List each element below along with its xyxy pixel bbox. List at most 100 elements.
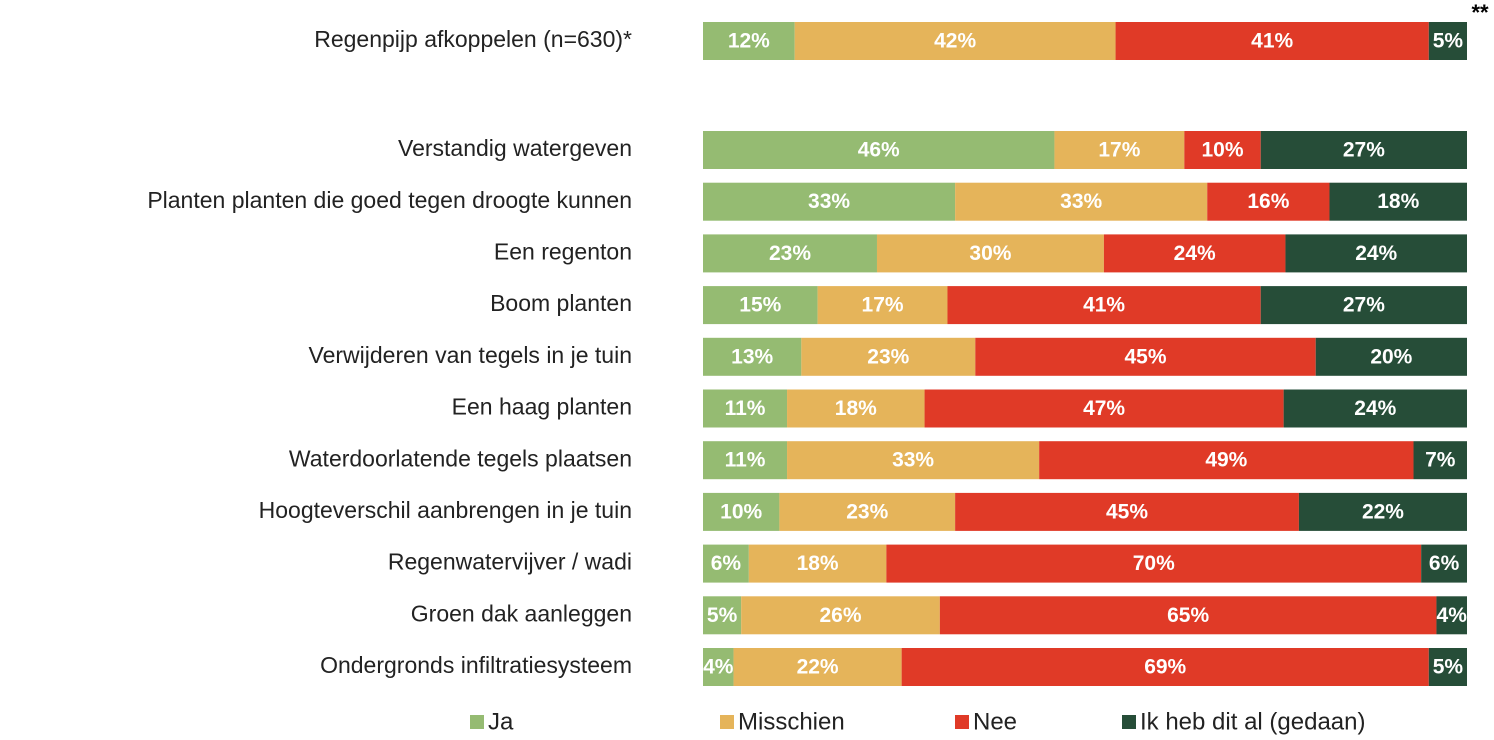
- data-label: 12%: [728, 30, 770, 53]
- data-label: 45%: [1106, 500, 1148, 523]
- bar-segment: [1039, 441, 1414, 480]
- bar-segment: [1436, 596, 1467, 635]
- category-label: Verwijderen van tegels in je tuin: [309, 342, 632, 368]
- data-label: 17%: [1098, 139, 1140, 162]
- bar-segment: [1283, 389, 1467, 428]
- bar-segment: [1428, 648, 1467, 686]
- bar-segment: [703, 182, 956, 221]
- category-label: Boom planten: [490, 290, 632, 316]
- category-label: Een haag planten: [452, 394, 632, 420]
- bar-segment: [1413, 441, 1467, 480]
- data-label: 42%: [934, 30, 976, 53]
- data-label: 7%: [1425, 449, 1456, 472]
- bar-segment: [1298, 492, 1467, 531]
- bar-segment: [1421, 544, 1467, 583]
- bar-segment: [939, 596, 1437, 635]
- data-label: 45%: [1124, 345, 1166, 368]
- bar-segment: [703, 492, 780, 531]
- bar-segment: [703, 389, 788, 428]
- data-label: 24%: [1355, 242, 1397, 265]
- legend-label: Misschien: [738, 708, 845, 735]
- legend-swatch: [1122, 715, 1136, 729]
- bar-segment: [703, 234, 877, 273]
- bar-segment: [787, 441, 1040, 480]
- bar-segment: [748, 544, 887, 583]
- data-label: 4%: [1437, 604, 1468, 627]
- bar-segment: [1329, 182, 1467, 221]
- data-label: 30%: [969, 242, 1011, 265]
- data-label: 22%: [797, 656, 839, 679]
- category-label: Groen dak aanleggen: [411, 600, 632, 626]
- data-label: 41%: [1083, 294, 1125, 317]
- bar-segment: [703, 441, 788, 480]
- data-label: 22%: [1362, 500, 1404, 523]
- data-label: 18%: [835, 397, 877, 420]
- bar-segment: [794, 22, 1116, 60]
- data-label: 23%: [867, 345, 909, 368]
- bar-segment: [1103, 234, 1286, 273]
- data-label: 33%: [1060, 190, 1102, 213]
- legend-swatch: [470, 715, 484, 729]
- data-label: 10%: [1202, 139, 1244, 162]
- data-label: 26%: [820, 604, 862, 627]
- data-label: 24%: [1354, 397, 1396, 420]
- category-label: Hoogteverschil aanbrengen in je tuin: [259, 497, 632, 523]
- bar-segment: [1054, 131, 1185, 169]
- bar-segment: [901, 648, 1429, 686]
- bar-segment: [955, 492, 1299, 531]
- category-label: Planten planten die goed tegen droogte k…: [147, 187, 632, 213]
- data-label: 16%: [1247, 190, 1289, 213]
- data-label: 6%: [711, 552, 742, 575]
- data-label: 18%: [1377, 190, 1419, 213]
- bar-segment: [703, 544, 749, 583]
- data-label: 15%: [739, 294, 781, 317]
- bar-segment: [703, 337, 802, 376]
- data-label: 69%: [1144, 656, 1186, 679]
- data-label: 20%: [1370, 345, 1412, 368]
- category-label: Ondergronds infiltratiesysteem: [320, 652, 632, 678]
- bar-segment: [1285, 234, 1467, 273]
- data-label: 27%: [1343, 294, 1385, 317]
- category-label: Regenpijp afkoppelen (n=630)*: [314, 26, 632, 52]
- bar-segment: [1207, 182, 1330, 221]
- data-label: 24%: [1174, 242, 1216, 265]
- data-label: 17%: [862, 294, 904, 317]
- data-label: 11%: [725, 397, 766, 420]
- bar-segment: [947, 286, 1261, 325]
- data-label: 33%: [892, 449, 934, 472]
- bar-segment: [975, 337, 1316, 376]
- category-label: Een regenton: [494, 238, 632, 264]
- data-label: 11%: [725, 449, 766, 472]
- bar-segment: [779, 492, 956, 531]
- data-label: 41%: [1251, 30, 1293, 53]
- data-label: 5%: [707, 604, 738, 627]
- category-label: Verstandig watergeven: [398, 135, 632, 161]
- data-label: 18%: [797, 552, 839, 575]
- legend-swatch: [955, 715, 969, 729]
- bar-segment: [741, 596, 940, 635]
- bar-segment: [787, 389, 925, 428]
- bar-segment: [1315, 337, 1467, 376]
- bar-segment: [703, 648, 734, 686]
- bar-segment: [1184, 131, 1261, 169]
- category-label: Waterdoorlatende tegels plaatsen: [289, 445, 632, 471]
- bar-segment: [876, 234, 1104, 273]
- data-label: 65%: [1167, 604, 1209, 627]
- data-label: 13%: [731, 345, 773, 368]
- legend-label: Ik heb dit al (gedaan): [1140, 708, 1365, 735]
- data-label: 23%: [769, 242, 811, 265]
- legend-label: Ja: [488, 708, 514, 735]
- data-label: 49%: [1205, 449, 1247, 472]
- data-label: 70%: [1133, 552, 1175, 575]
- bar-segment: [886, 544, 1422, 583]
- data-label: 47%: [1083, 397, 1125, 420]
- bar-segment: [703, 286, 818, 325]
- bar-segment: [703, 596, 742, 635]
- legend-label: Nee: [973, 708, 1017, 735]
- category-label: Regenwatervijver / wadi: [388, 549, 632, 575]
- data-label: 5%: [1433, 30, 1464, 53]
- bar-segment: [703, 22, 795, 60]
- bar-segment: [1428, 22, 1467, 60]
- bar-segment: [1260, 286, 1467, 325]
